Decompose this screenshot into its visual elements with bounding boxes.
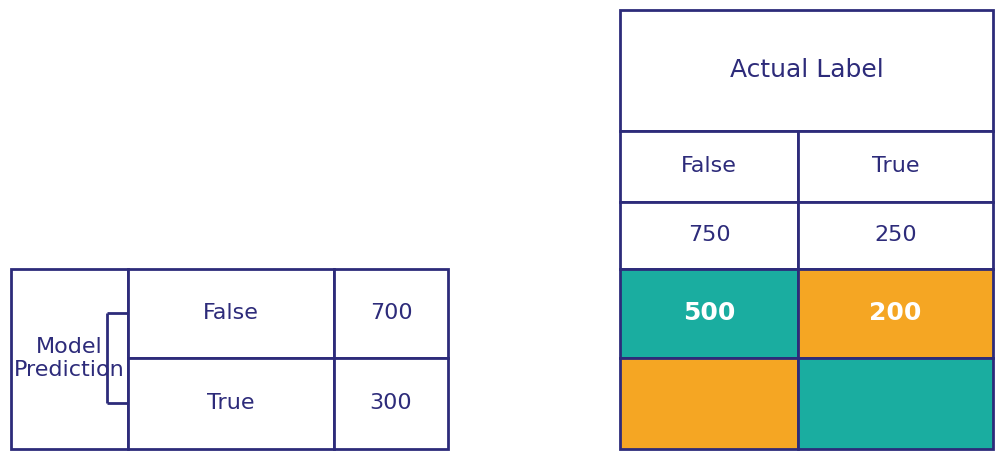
Text: Actual Label: Actual Label: [730, 58, 883, 83]
FancyBboxPatch shape: [11, 269, 128, 449]
Text: 750: 750: [688, 225, 731, 245]
FancyBboxPatch shape: [620, 202, 798, 269]
FancyBboxPatch shape: [334, 358, 448, 449]
FancyBboxPatch shape: [798, 358, 993, 449]
FancyBboxPatch shape: [128, 358, 334, 449]
FancyBboxPatch shape: [620, 131, 798, 202]
Text: Model
Prediction: Model Prediction: [14, 337, 125, 381]
Text: 500: 500: [683, 301, 735, 325]
FancyBboxPatch shape: [798, 269, 993, 358]
FancyBboxPatch shape: [798, 131, 993, 202]
FancyBboxPatch shape: [334, 269, 448, 358]
Text: 200: 200: [869, 301, 922, 325]
Text: 250: 250: [874, 225, 917, 245]
Text: False: False: [203, 303, 259, 323]
FancyBboxPatch shape: [620, 358, 798, 449]
FancyBboxPatch shape: [128, 269, 334, 358]
FancyBboxPatch shape: [620, 10, 993, 131]
Text: 300: 300: [370, 393, 412, 414]
FancyBboxPatch shape: [620, 269, 798, 358]
Text: 700: 700: [370, 303, 412, 323]
Text: True: True: [872, 157, 919, 176]
Text: False: False: [681, 157, 737, 176]
FancyBboxPatch shape: [798, 202, 993, 269]
Text: True: True: [207, 393, 255, 414]
